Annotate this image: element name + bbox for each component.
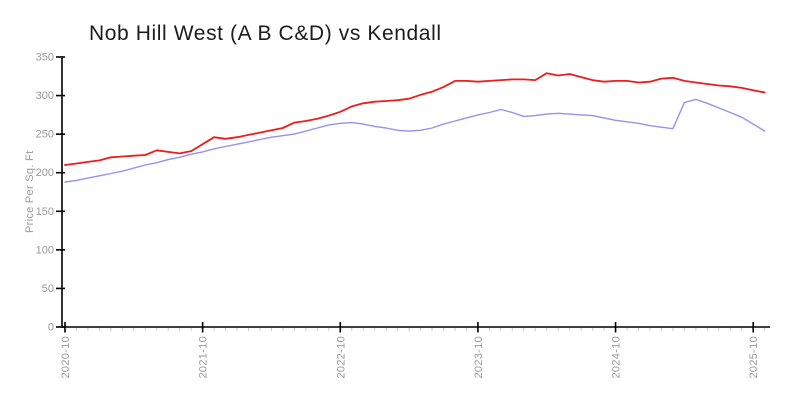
y-tick-label: 100 [36,244,54,256]
y-tick-label: 0 [48,322,54,334]
chart-title: Nob Hill West (A B C&D) vs Kendall [89,22,442,45]
axis-lines [61,57,770,328]
x-tick-label: 2020-10 [60,336,72,378]
x-tick-label: 2023-10 [473,336,485,378]
series-line-nob-hill-west-a-b-c-d [64,72,766,166]
y-tick-label: 200 [36,167,54,179]
y-tick-label: 50 [42,283,54,295]
x-tick-label: 2022-10 [335,336,347,378]
x-tick-label: 2025-10 [748,336,760,378]
x-tick-label: 2021-10 [198,336,210,378]
y-tick-label: 250 [36,129,54,141]
y-tick-label: 350 [36,52,54,64]
x-tick-label: 2024-10 [611,336,623,378]
series-line-kendall [64,98,766,183]
y-tick-label: 300 [36,90,54,102]
y-tick-label: 150 [36,206,54,218]
